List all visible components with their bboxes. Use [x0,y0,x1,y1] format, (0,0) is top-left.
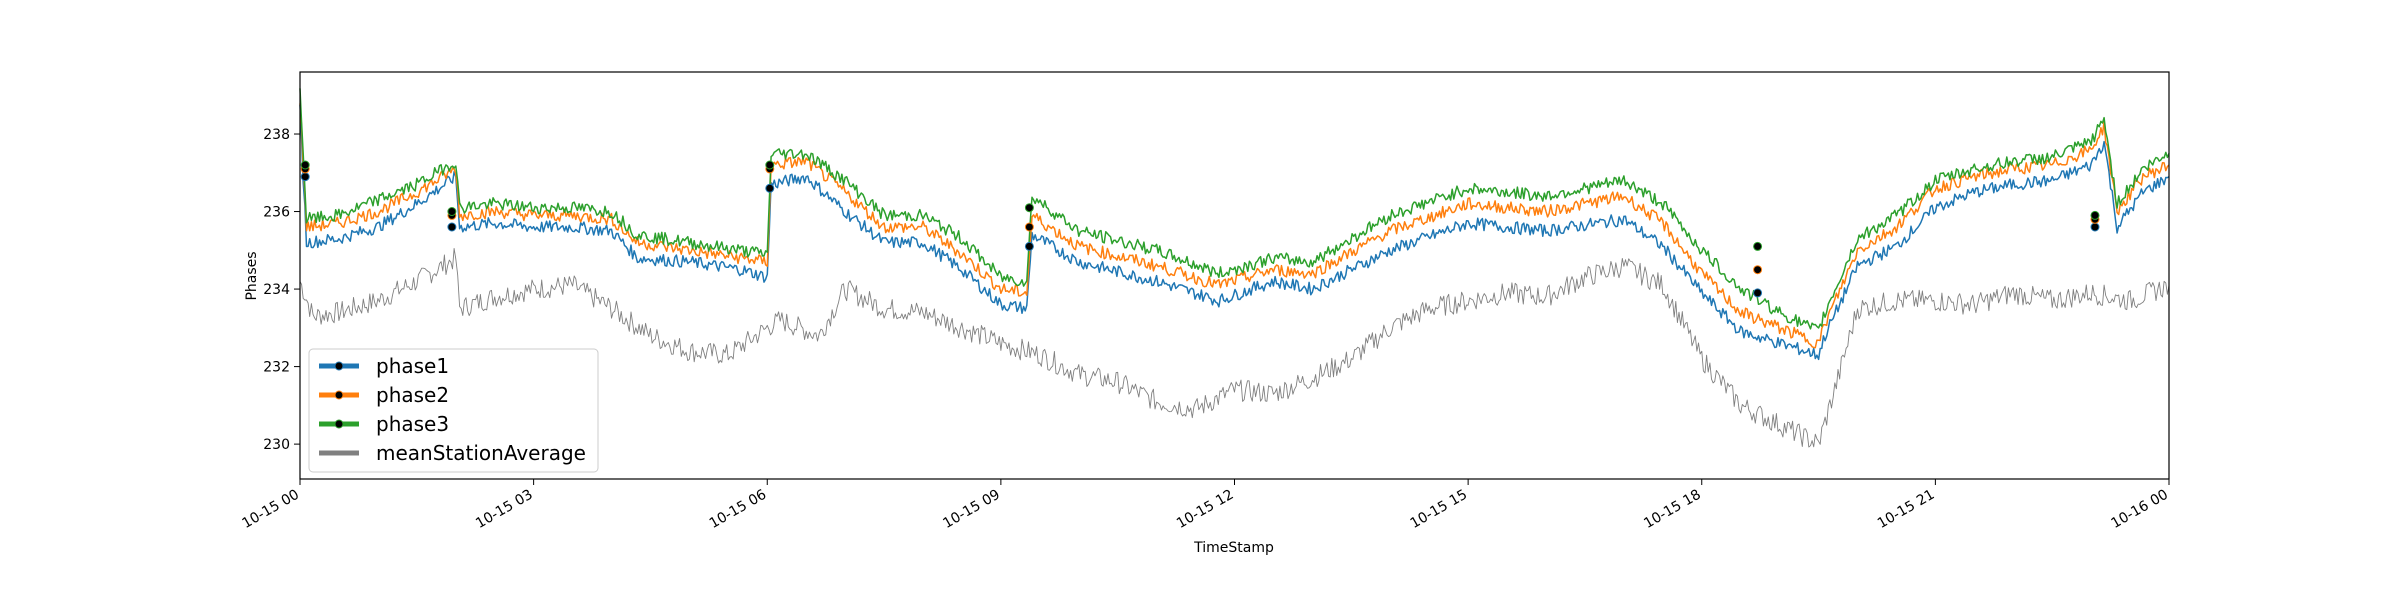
legend-box [308,348,599,473]
marker-phase3-3 [1024,203,1034,213]
y-axis: 230 232 234 236 238 [263,127,300,453]
marker-layer [300,160,2100,298]
marker-phase3-5 [2090,210,2100,220]
marker-phase1-4 [1753,288,1763,298]
marker-phase3-0 [300,160,310,170]
series-line-meanstationaverage [299,247,2170,448]
marker-phase1-5 [2090,222,2100,232]
legend-label-meanstationaverage: meanStationAverage [376,441,586,465]
y-tick-label: 232 [263,360,290,376]
marker-phase2-3 [1024,222,1034,232]
marker-phase3-1 [447,207,457,216]
marker-phase1-1 [447,222,457,232]
legend-marker-phase1 [334,361,344,371]
y-tick-label: 230 [263,437,290,453]
y-axis-label: Phases [244,251,260,300]
marker-phase3-2 [765,160,775,170]
marker-phase1-3 [1024,241,1034,251]
legend-marker-phase2 [334,390,344,400]
x-axis-label: TimeStamp [1193,540,1274,556]
legend-label-phase3: phase3 [376,412,449,436]
y-tick-label: 236 [263,205,290,221]
marker-phase3-4 [1753,241,1763,251]
legend-marker-phase3 [334,419,344,429]
series-line-phase3 [299,88,2170,330]
legend: phase1 phase2 phase3 meanStationAverage [308,348,599,473]
marker-phase1-2 [765,183,775,193]
series-layer [299,88,2170,448]
legend-label-phase2: phase2 [376,383,449,407]
marker-phase1-0 [300,172,310,182]
marker-phase2-4 [1753,265,1763,275]
legend-label-phase1: phase1 [376,354,449,378]
y-tick-label: 234 [263,282,290,298]
y-tick-label: 238 [263,127,290,143]
series-line-phase1 [299,104,2170,361]
